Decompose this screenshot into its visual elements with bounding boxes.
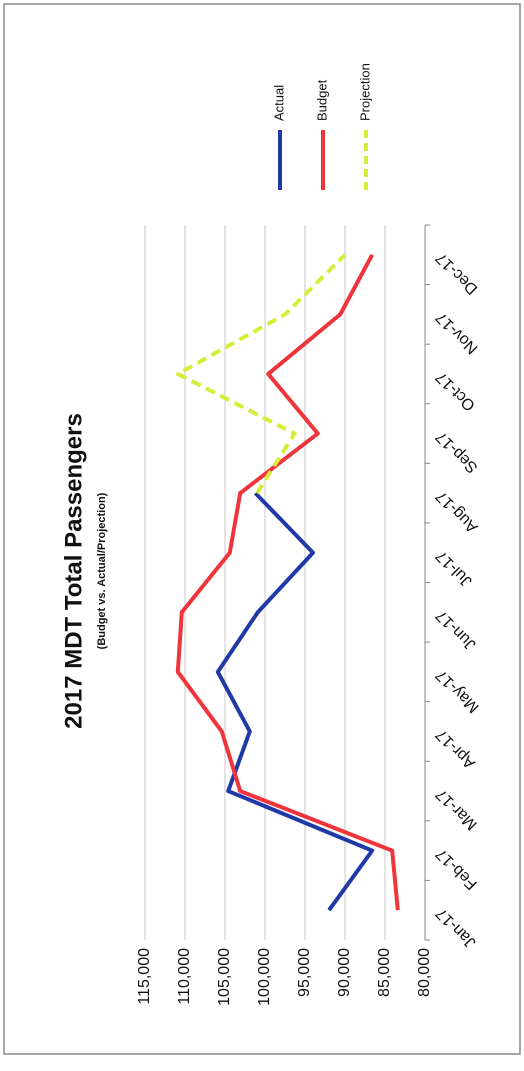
y-tick-label: 110,000 [176, 948, 193, 1005]
x-tick-label: Oct-17 [433, 368, 479, 414]
x-tick-label: Feb-17 [433, 845, 481, 893]
series-line [175, 253, 400, 911]
x-tick-label: Nov-17 [433, 308, 482, 357]
y-tick-label: 90,000 [336, 948, 353, 997]
x-tick-label: May-17 [433, 666, 483, 716]
chart-title: 2017 MDT Total Passengers [60, 413, 87, 729]
x-tick-label: Sep-17 [433, 428, 482, 477]
legend-label: Projection [357, 63, 372, 121]
y-tick-label: 80,000 [416, 948, 433, 997]
y-tick-label: 105,000 [216, 948, 233, 1006]
chart-body: 2017 MDT Total Passengers (Budget vs. Ac… [60, 63, 482, 1006]
y-tick-label: 115,000 [136, 948, 153, 1005]
y-tick-label: 95,000 [296, 948, 313, 997]
frame [3, 3, 521, 1055]
x-tick-label: Apr-17 [433, 726, 479, 772]
series-line [215, 491, 375, 912]
series-line [175, 253, 347, 495]
x-tick-label: Jul-17 [433, 547, 476, 590]
chart-subtitle: (Budget vs. Actual/Projection) [96, 492, 108, 649]
x-tick-label: Jun-17 [433, 606, 480, 653]
y-tick-label: 100,000 [256, 948, 273, 1006]
x-tick-label: Aug-17 [433, 487, 482, 536]
y-tick-label: 85,000 [376, 948, 393, 997]
x-tick-label: Mar-17 [433, 785, 481, 833]
x-tick-label: Dec-17 [433, 249, 482, 298]
legend-label: Actual [271, 85, 286, 121]
legend-label: Budget [314, 79, 329, 121]
x-tick-label: Jan-17 [433, 904, 480, 951]
